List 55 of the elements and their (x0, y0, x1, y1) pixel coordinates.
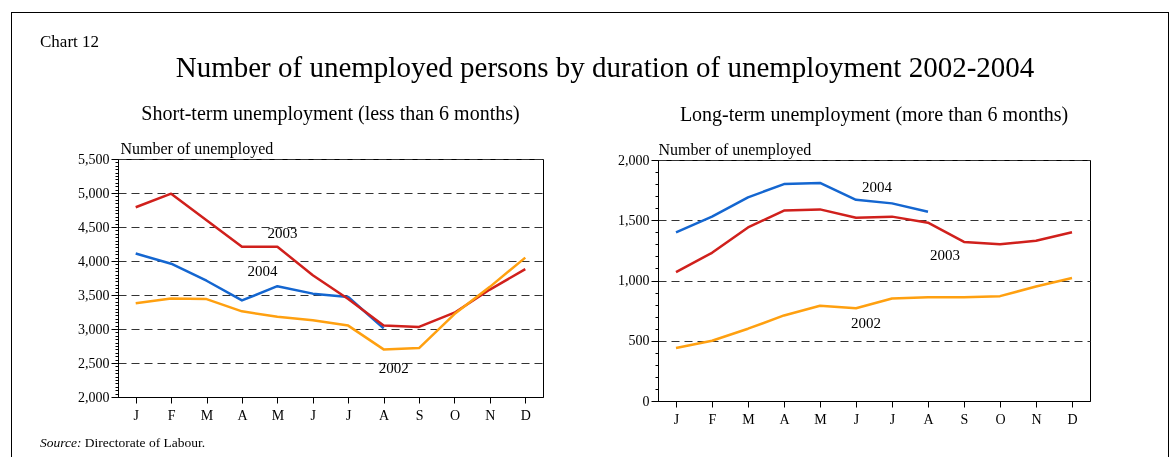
line-series (134, 192, 527, 329)
x-tick-label: A (379, 407, 391, 423)
x-tick-label: J (673, 411, 680, 427)
x-tick-label: D (1067, 411, 1078, 427)
y-tick-label: 1,000 (618, 273, 650, 288)
x-tick-label: J (133, 407, 140, 423)
x-tick-label: A (923, 411, 935, 427)
series-label: 2004 (862, 178, 893, 195)
x-tick-label: A (237, 407, 249, 423)
line-series (674, 276, 1074, 350)
x-tick-label: M (200, 407, 214, 423)
y-tick-label: 1,500 (618, 212, 650, 228)
y-axis-title: Number of unemployed (658, 140, 812, 159)
x-tick-label: A (779, 411, 791, 427)
line-series (674, 181, 930, 234)
chart-subtitle: Short-term unemployment (less than 6 months) (141, 102, 520, 125)
x-tick-label: J (889, 411, 896, 427)
y-tick-label: 4,500 (78, 219, 110, 235)
x-tick-label: S (960, 411, 969, 427)
y-tick-label: 5,500 (78, 151, 110, 167)
x-tick-label: J (853, 411, 860, 427)
source-note: Source: Directorate of Labour. (40, 435, 206, 451)
y-tick-label: 4,000 (78, 253, 110, 269)
x-tick-label: M (271, 407, 285, 423)
x-tick-label: M (742, 411, 756, 427)
x-tick-label: F (167, 407, 176, 423)
line-series (674, 208, 1074, 274)
x-tick-label: M (814, 411, 828, 427)
x-tick-label: J (310, 407, 317, 423)
series-label: 2003 (930, 246, 960, 263)
y-tick-label: 3,500 (78, 287, 110, 303)
series-label: 2003 (267, 224, 298, 241)
y-tick-label: 500 (628, 333, 650, 349)
x-tick-label: O (995, 411, 1006, 427)
series-label: 2002 (851, 315, 881, 332)
series-label: 2004 (247, 263, 278, 280)
y-tick-label: 2,000 (618, 152, 650, 168)
x-tick-label: F (708, 411, 717, 427)
x-tick-label: N (1031, 411, 1042, 427)
x-tick-label: N (485, 407, 496, 423)
x-tick-label: D (520, 407, 531, 423)
y-axis-title: Number of unemployed (120, 139, 274, 158)
text: Number of unemployed persons by duration of unemployment 2002-2004 (175, 51, 1035, 85)
y-tick-label: 5,000 (78, 185, 110, 201)
x-tick-label: S (415, 407, 424, 423)
chart-title: Long-term unemployment (more than 6 months) (679, 103, 1069, 126)
caption: Chart 12 (40, 32, 100, 52)
y-tick-label: 2,000 (78, 389, 110, 405)
y-tick-label: 2,500 (78, 355, 110, 371)
x-tick-label: J (345, 407, 352, 423)
y-tick-label: 0 (642, 393, 650, 409)
series-label: 2002 (378, 360, 409, 377)
y-tick-label: 3,000 (78, 321, 110, 337)
line-series (134, 256, 527, 351)
x-tick-label: O (449, 407, 461, 423)
